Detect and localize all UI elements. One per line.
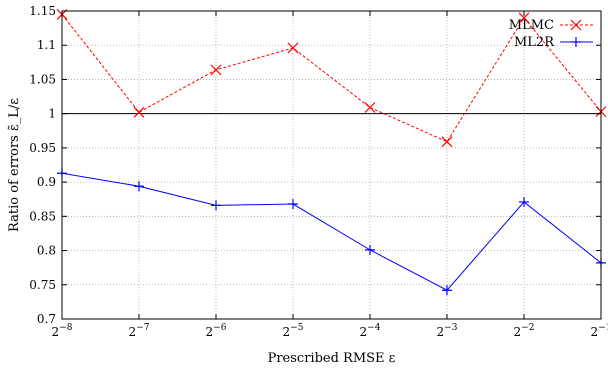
- y-tick-label: 0.8: [37, 244, 56, 258]
- data-point-x-marker: [570, 19, 582, 31]
- plot-frame: [61, 10, 602, 320]
- y-tick-label: 1.05: [29, 72, 56, 86]
- data-point-plus-marker: [134, 181, 144, 192]
- x-tick-label: 2−7: [129, 323, 150, 339]
- grid: [61, 10, 602, 320]
- x-tick-label: 2−6: [206, 323, 227, 339]
- series-ml2r: [57, 168, 606, 296]
- data-point-x-marker: [133, 106, 145, 118]
- x-tick-label: 2−3: [437, 323, 458, 339]
- data-point-x-marker: [210, 64, 222, 76]
- data-point-x-marker: [364, 102, 376, 113]
- series-layer: [56, 8, 607, 296]
- series-mlmc: [56, 8, 607, 148]
- data-point-x-marker: [441, 136, 453, 148]
- ticks: [61, 10, 602, 320]
- y-tick-labels: 0.7 0.75 0.8 0.85 0.9 0.95 1 1.05 1.1 1.15: [29, 4, 56, 326]
- y-tick-label: 1.15: [29, 4, 56, 18]
- y-tick-label: 0.75: [29, 278, 56, 292]
- data-point-plus-marker: [519, 196, 529, 207]
- data-point-plus-marker: [571, 37, 581, 47]
- series-line: [62, 14, 601, 143]
- y-axis-label: Ratio of errors ε̃_L/ε: [7, 98, 22, 232]
- y-tick-label: 0.7: [37, 312, 56, 326]
- data-point-x-marker: [518, 12, 530, 24]
- series-line: [62, 172, 601, 291]
- x-tick-label: 2−2: [514, 323, 535, 339]
- y-tick-label: 0.85: [29, 209, 56, 223]
- x-tick-label: 2−1: [591, 323, 608, 339]
- y-tick-label: 0.95: [29, 141, 56, 155]
- y-tick-label: 1.1: [37, 38, 56, 52]
- x-tick-label: 2−8: [52, 323, 73, 339]
- data-point-plus-marker: [365, 244, 375, 255]
- y-tick-label: 0.9: [37, 175, 56, 189]
- legend: MLMC ML2R: [509, 18, 593, 50]
- x-tick-labels: 2−8 2−7 2−6 2−5 2−4 2−3 2−2 2−1: [52, 323, 608, 339]
- legend-label: MLMC: [509, 18, 554, 33]
- x-tick-label: 2−5: [283, 323, 304, 339]
- data-point-plus-marker: [211, 200, 221, 211]
- data-point-plus-marker: [288, 199, 298, 210]
- data-point-plus-marker: [442, 285, 452, 296]
- y-tick-label: 1: [48, 107, 56, 121]
- x-axis-label: Prescribed RMSE ε: [268, 351, 396, 366]
- x-tick-label: 2−4: [360, 323, 381, 339]
- legend-label: ML2R: [514, 35, 555, 50]
- data-point-x-marker: [287, 42, 299, 54]
